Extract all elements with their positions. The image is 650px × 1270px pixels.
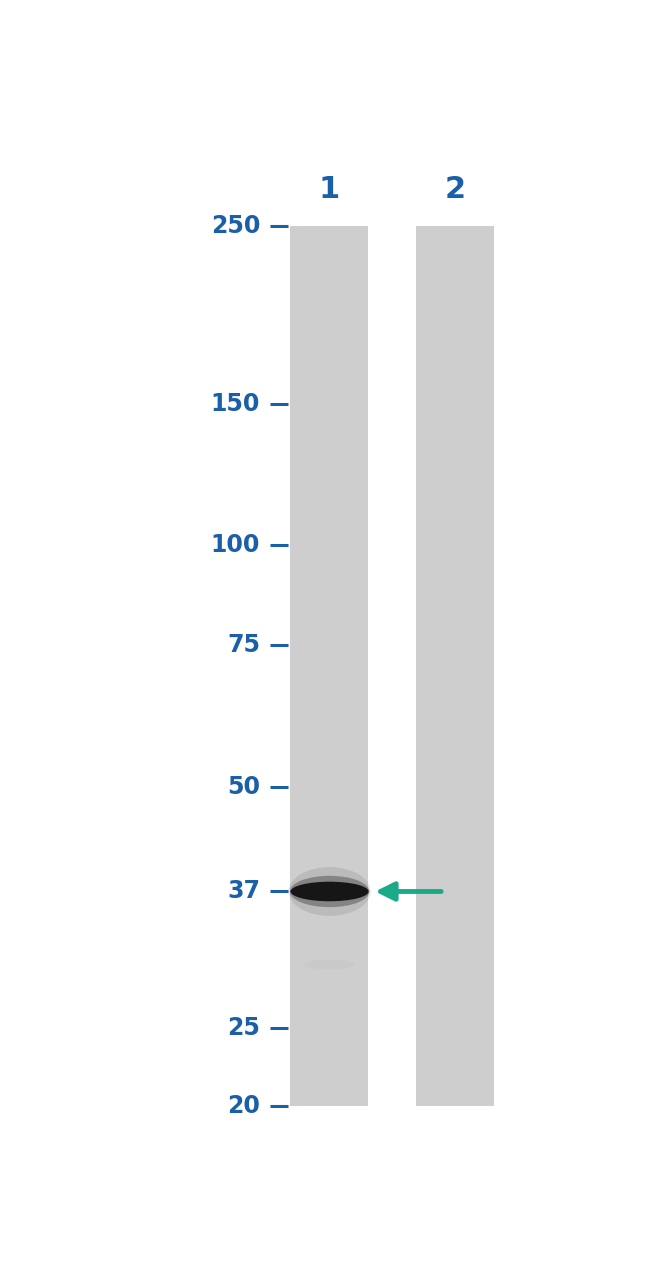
Text: 37: 37 bbox=[227, 880, 260, 903]
Bar bbox=[291, 226, 369, 1106]
Text: 150: 150 bbox=[211, 391, 260, 415]
Text: 2: 2 bbox=[445, 175, 466, 204]
Ellipse shape bbox=[304, 960, 355, 969]
Text: 250: 250 bbox=[211, 213, 260, 237]
Ellipse shape bbox=[289, 867, 370, 916]
Ellipse shape bbox=[291, 881, 369, 902]
Text: 25: 25 bbox=[227, 1016, 260, 1040]
Text: 75: 75 bbox=[227, 634, 260, 658]
Ellipse shape bbox=[290, 876, 369, 907]
Text: 20: 20 bbox=[227, 1093, 260, 1118]
Bar bbox=[416, 226, 495, 1106]
Text: 100: 100 bbox=[211, 533, 260, 558]
Text: 50: 50 bbox=[227, 775, 260, 799]
Text: 1: 1 bbox=[318, 175, 340, 204]
